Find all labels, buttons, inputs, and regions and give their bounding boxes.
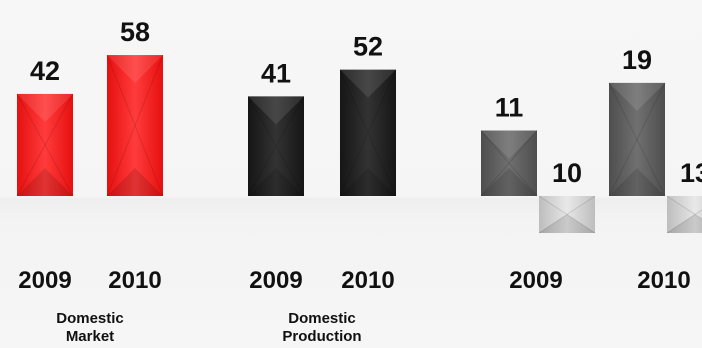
bar [480, 130, 538, 197]
negative-bar [538, 195, 596, 234]
data-label: 13 [680, 158, 702, 188]
group-label: Market [66, 328, 114, 345]
bar [16, 93, 74, 197]
tick-label: 2009 [509, 267, 562, 294]
data-label: 42 [30, 56, 60, 86]
group-label: Domestic [56, 310, 124, 327]
tick-label: 2010 [637, 267, 690, 294]
tick-label: 2010 [108, 267, 161, 294]
tick-label: 2009 [249, 267, 302, 294]
bar [247, 96, 305, 197]
bar [608, 82, 666, 197]
tick-label: 2010 [341, 267, 394, 294]
bar [106, 54, 164, 197]
data-label: 58 [120, 17, 150, 47]
data-label: 52 [353, 32, 383, 62]
negative-bar [666, 195, 702, 234]
data-label: 11 [495, 93, 524, 123]
tick-label: 2009 [18, 267, 71, 294]
data-label: 41 [261, 58, 291, 88]
data-label: 10 [552, 158, 582, 188]
data-label: 19 [622, 45, 652, 75]
group-label: Domestic [288, 310, 356, 327]
bar [339, 69, 397, 197]
group-label: Production [282, 328, 361, 345]
